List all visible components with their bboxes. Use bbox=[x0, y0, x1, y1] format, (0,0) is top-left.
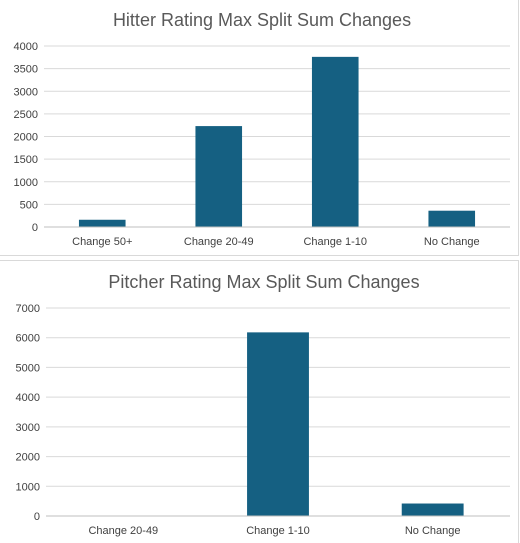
hitter-y-tick-label: 500 bbox=[20, 199, 38, 211]
hitter-bar-change-20-49 bbox=[195, 126, 243, 227]
pitcher-bar-change-1-10 bbox=[247, 332, 309, 516]
hitter-chart-title: Hitter Rating Max Split Sum Changes bbox=[113, 10, 411, 30]
pitcher-category-label: Change 20-49 bbox=[88, 525, 158, 537]
pitcher-bar-no-change bbox=[401, 503, 464, 516]
pitcher-y-tick-label: 2000 bbox=[16, 452, 40, 464]
hitter-category-label: Change 1-10 bbox=[303, 236, 367, 248]
pitcher-chart-panel: Pitcher Rating Max Split Sum Changes 0 100… bbox=[0, 260, 519, 543]
pitcher-y-tick-label: 6000 bbox=[16, 333, 40, 345]
hitter-category-label: Change 50+ bbox=[72, 236, 132, 248]
hitter-chart-panel: Hitter Rating Max Split Sum Changes 0 500 1… bbox=[0, 0, 519, 256]
pitcher-y-tick-label: 4000 bbox=[16, 392, 40, 404]
pitcher-chart-title: Pitcher Rating Max Split Sum Changes bbox=[108, 272, 419, 292]
pitcher-chart-svg: Pitcher Rating Max Split Sum Changes 0 100… bbox=[16, 272, 510, 537]
hitter-y-tick-label: 1500 bbox=[14, 154, 38, 166]
pitcher-y-tick-label: 0 bbox=[34, 511, 40, 523]
hitter-y-tick-label: 2000 bbox=[14, 132, 38, 144]
pitcher-category-label: No Change bbox=[405, 525, 461, 537]
pitcher-y-tick-label: 5000 bbox=[16, 362, 40, 374]
hitter-bar-change-1-10 bbox=[311, 56, 359, 227]
hitter-y-tick-label: 2500 bbox=[14, 109, 38, 121]
chart-separator bbox=[0, 256, 520, 260]
hitter-category-label: No Change bbox=[424, 236, 480, 248]
hitter-category-label: Change 20-49 bbox=[184, 236, 254, 248]
hitter-bar-no-change bbox=[428, 210, 476, 227]
hitter-y-tick-label: 1000 bbox=[14, 177, 38, 189]
pitcher-y-tick-label: 3000 bbox=[16, 422, 40, 434]
pitcher-y-tick-label: 1000 bbox=[16, 481, 40, 493]
hitter-y-tick-label: 3000 bbox=[14, 86, 38, 98]
hitter-chart-svg: Hitter Rating Max Split Sum Changes 0 500 1… bbox=[14, 10, 510, 248]
pitcher-y-tick-label: 7000 bbox=[16, 303, 40, 315]
pitcher-category-label: Change 1-10 bbox=[246, 525, 310, 537]
hitter-y-tick-label: 0 bbox=[32, 222, 38, 234]
hitter-y-tick-label: 4000 bbox=[14, 41, 38, 53]
hitter-y-tick-label: 3500 bbox=[14, 64, 38, 76]
hitter-bar-change-50- bbox=[78, 219, 126, 227]
